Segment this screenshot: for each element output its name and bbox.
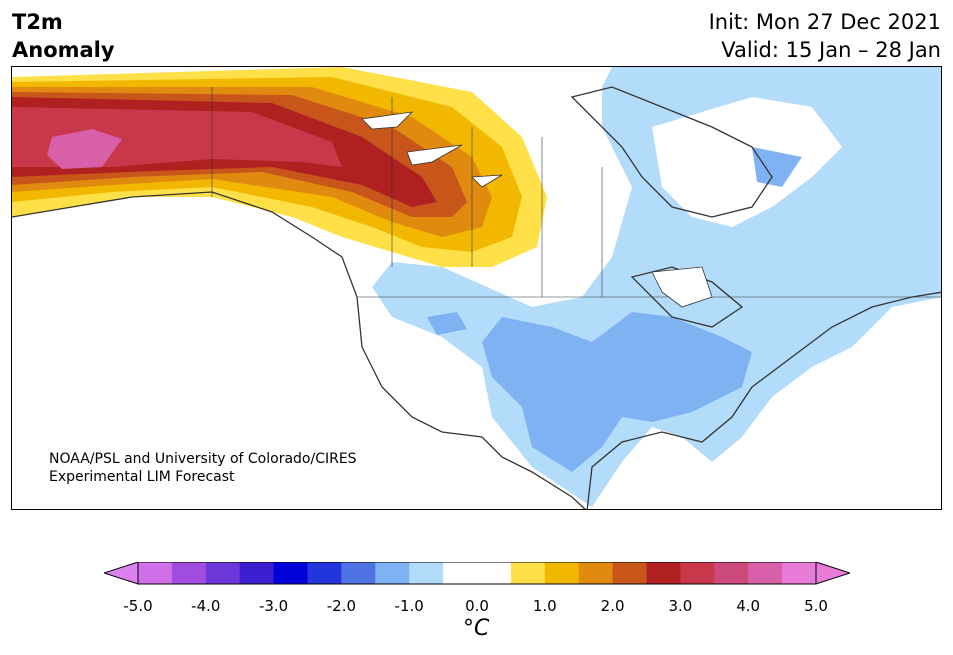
valid-period: Valid: 15 Jan – 28 Jan (721, 38, 941, 62)
colorbar-cell (714, 562, 749, 584)
colorbar-cell (341, 562, 376, 584)
colorbar-cell (680, 562, 715, 584)
colorbar-cell (138, 562, 173, 584)
colorbar-cell (205, 562, 241, 584)
map-svg (12, 67, 941, 509)
colorbar-cell (375, 562, 410, 584)
colorbar-cell (239, 562, 275, 584)
colorbar-tick-label: -5.0 (123, 597, 153, 615)
colorbar-cell (171, 562, 207, 584)
colorbar-cell (544, 562, 580, 584)
colorbar-tick-label: 1.0 (532, 597, 557, 615)
colorbar-tick-label: 5.0 (804, 597, 828, 615)
colorbar-tick-label: -4.0 (191, 597, 221, 615)
colorbar-cell (646, 562, 681, 584)
colorbar-cell (510, 562, 546, 584)
colorbar-tick-label: -2.0 (326, 597, 357, 615)
title-line-1: T2m (12, 10, 63, 34)
colorbar-cell (612, 562, 647, 584)
colorbar-cell (273, 562, 308, 584)
colorbar-tick-label: -3.0 (258, 597, 289, 615)
colorbar-over-arrow (815, 562, 850, 585)
colorbar-tick-label: 2.0 (600, 597, 625, 615)
init-date: Init: Mon 27 Dec 2021 (708, 10, 941, 34)
cool-anomaly-medium (427, 147, 802, 472)
colorbar-tick-label: 3.0 (668, 597, 693, 615)
lakes (361, 111, 713, 308)
coastlines (12, 86, 941, 509)
anomaly-map[interactable] (11, 66, 942, 510)
colorbar-unit-label: °C (463, 616, 490, 641)
colorbar-cell (307, 562, 342, 584)
colorbar-tick-label: 0.0 (465, 597, 489, 615)
warm-anomaly (12, 67, 547, 267)
colorbar-cell (578, 562, 614, 584)
forecast-dates: Init: Mon 27 Dec 2021 Valid: 15 Jan – 28… (709, 8, 941, 64)
colorbar-cell (443, 562, 478, 584)
map-title: T2m Anomaly (12, 8, 115, 64)
colorbar-cell (409, 562, 444, 584)
title-line-2: Anomaly (12, 38, 115, 62)
colorbar-under-arrow (104, 562, 139, 585)
credit-line-1: NOAA/PSL and University of Colorado/CIRE… (49, 451, 357, 467)
colorbar-tick-label: -1.0 (394, 597, 424, 615)
credit-line-2: Experimental LIM Forecast (49, 469, 235, 485)
colorbar-tick-label: 4.0 (736, 597, 761, 615)
credit-text: NOAA/PSL and University of Colorado/CIRE… (49, 450, 357, 486)
colorbar-cell (477, 562, 512, 584)
colorbar-cell (782, 562, 817, 584)
colorbar-cell (748, 562, 783, 584)
colorbar (104, 562, 850, 585)
